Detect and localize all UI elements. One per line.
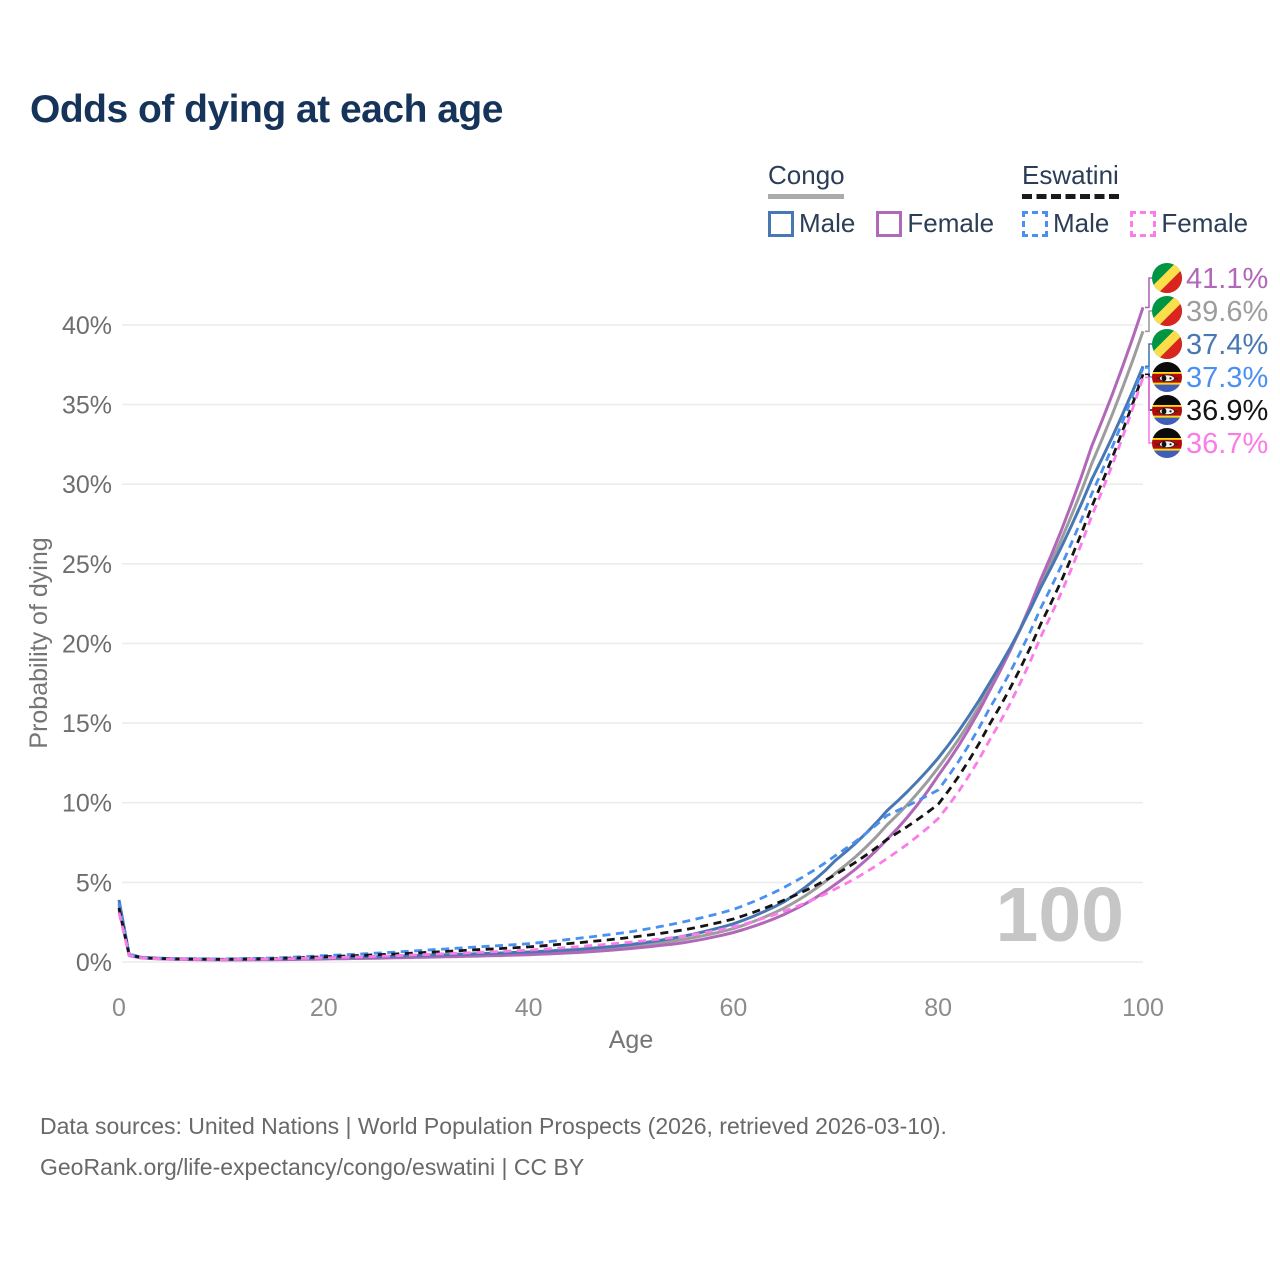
eswatini-flag-icon	[1152, 395, 1182, 425]
y-axis-title: Probability of dying	[25, 537, 53, 748]
y-tick-label-30: 30%	[62, 471, 112, 499]
series-line-eswatini-female	[117, 376, 1145, 961]
footer-attribution: GeoRank.org/life-expectancy/congo/eswati…	[40, 1154, 585, 1180]
footer-data-sources: Data sources: United Nations | World Pop…	[40, 1113, 947, 1139]
end-value-label-congo-both-sexes: 39.6%	[1186, 296, 1268, 328]
legend-eswatini-items: Male Female	[1022, 208, 1269, 239]
series-line-congo-both-sexes	[117, 330, 1145, 962]
footer: Data sources: United Nations | World Pop…	[40, 1106, 947, 1188]
legend-eswatini-male-swatch	[1022, 210, 1048, 237]
end-value-label-congo-male: 37.4%	[1186, 329, 1268, 361]
series-line-congo-male	[117, 365, 1145, 961]
leader-line-eswatini-female	[1145, 376, 1153, 444]
legend-congo-line-sample	[768, 194, 844, 199]
eswatini-flag-icon	[1152, 362, 1182, 392]
congo-flag-icon	[1152, 263, 1182, 293]
legend-congo-female-label: Female	[907, 208, 995, 238]
x-tick-label-60: 60	[719, 994, 747, 1022]
x-tick-label-100: 100	[1122, 994, 1164, 1022]
end-value-label-congo-female: 41.1%	[1186, 263, 1268, 295]
leader-line-congo-both-sexes	[1145, 310, 1153, 333]
legend-eswatini-male-label: Male	[1053, 208, 1110, 238]
y-tick-label-15: 15%	[62, 710, 112, 738]
legend-eswatini-line-sample	[1022, 194, 1119, 199]
y-tick-label-25: 25%	[62, 551, 112, 579]
x-tick-label-0: 0	[112, 994, 126, 1022]
legend-congo-items: Male Female	[768, 208, 1015, 239]
y-tick-label-35: 35%	[62, 392, 112, 420]
watermark-age-100: 100	[996, 872, 1124, 958]
leader-line-congo-female	[1145, 277, 1153, 309]
legend-group-eswatini: Eswatini Male Female	[1022, 160, 1269, 239]
legend-congo-male-label: Male	[799, 208, 856, 238]
legend-congo-female-swatch	[876, 210, 903, 237]
leader-line-congo-male	[1145, 343, 1153, 368]
congo-flag-icon	[1152, 296, 1182, 326]
x-tick-label-80: 80	[924, 994, 952, 1022]
x-axis-title: Age	[609, 1026, 653, 1054]
series-line-eswatini-male	[117, 367, 1145, 961]
legend-group-congo: Congo Male Female	[768, 160, 1015, 239]
eswatini-flag-icon	[1152, 428, 1182, 458]
legend-congo-name: Congo	[768, 160, 845, 190]
end-value-label-eswatini-male: 37.3%	[1186, 362, 1268, 394]
legend-eswatini-female-label: Female	[1161, 208, 1249, 238]
mortality-line-chart: 0% 5% 10% 15% 20% 25% 30% 35% 40% 100 0 20 40 60 80 100…	[25, 263, 1268, 1054]
congo-flag-icon	[1152, 329, 1182, 359]
legend-congo-male-swatch	[768, 210, 794, 237]
y-tick-label-40: 40%	[62, 312, 112, 340]
y-tick-label-5: 5%	[76, 869, 112, 897]
page-title: Odds of dying at each age	[30, 88, 503, 131]
legend-eswatini-female-swatch	[1130, 210, 1157, 237]
series-line-eswatini-both-sexes	[117, 373, 1145, 961]
y-tick-label-10: 10%	[62, 790, 112, 818]
legend-eswatini-name: Eswatini	[1022, 160, 1119, 190]
y-tick-label-0: 0%	[76, 949, 112, 977]
end-value-label-eswatini-female: 36.7%	[1186, 428, 1268, 460]
end-value-label-eswatini-both-sexes: 36.9%	[1186, 395, 1268, 427]
x-tick-label-20: 20	[310, 994, 338, 1022]
leader-line-eswatini-male	[1145, 367, 1153, 378]
x-tick-label-40: 40	[515, 994, 543, 1022]
y-tick-label-20: 20%	[62, 630, 112, 658]
